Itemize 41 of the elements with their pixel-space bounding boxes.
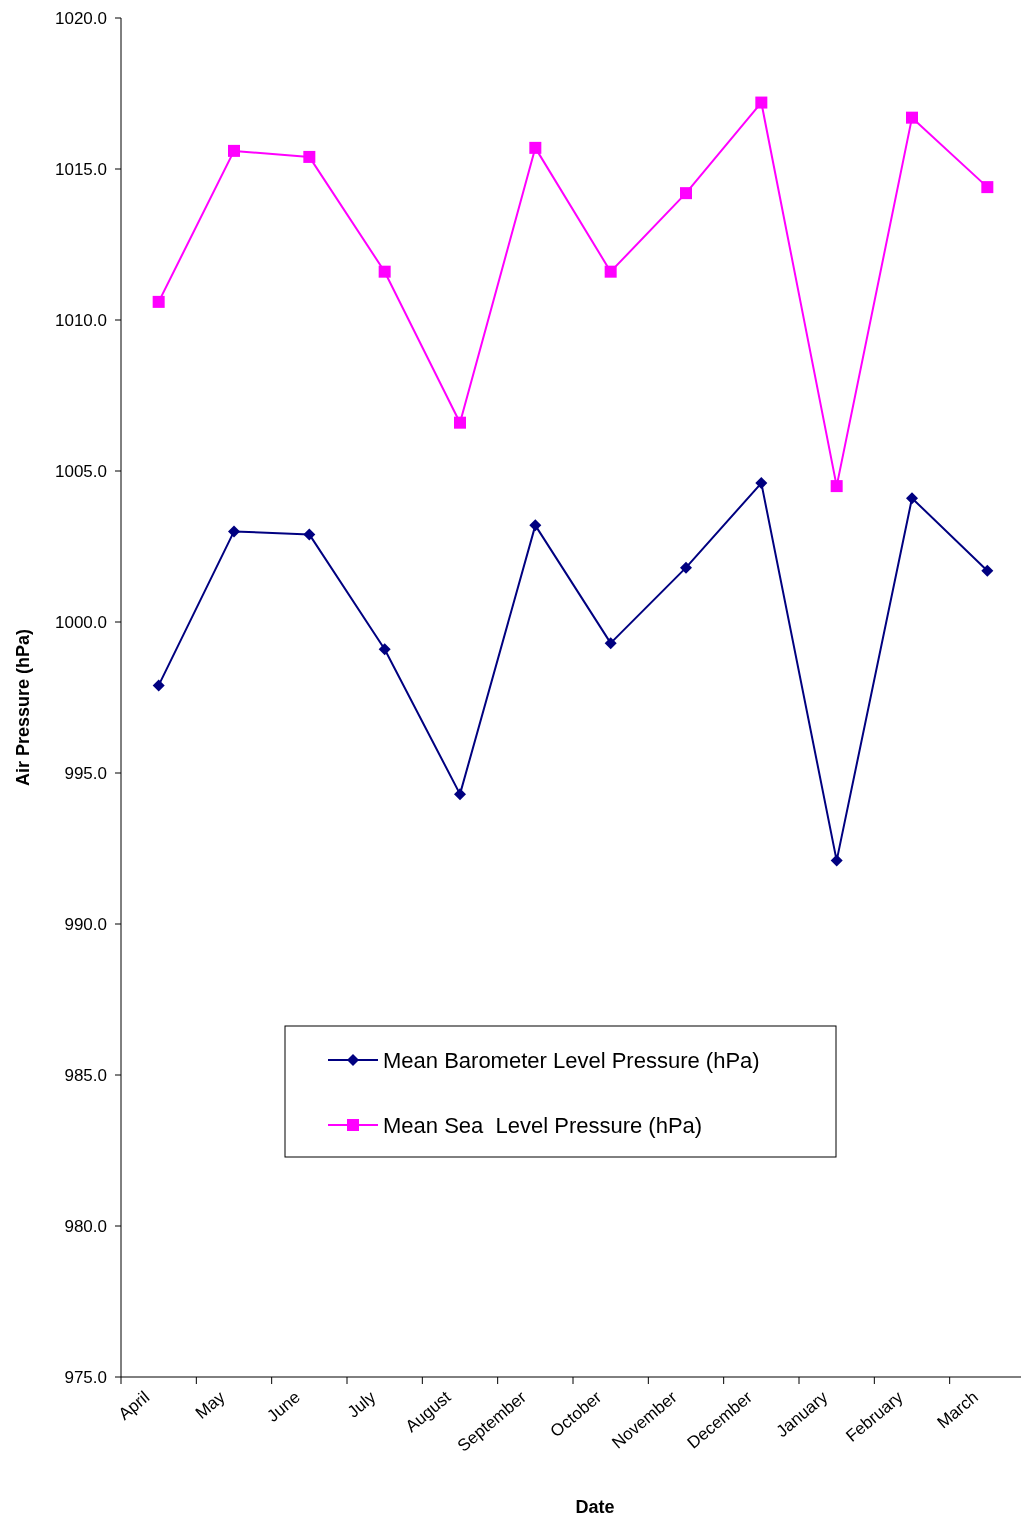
y-tick-label: 990.0 — [64, 914, 107, 934]
point — [303, 528, 316, 541]
y-tick-label: 975.0 — [64, 1367, 107, 1387]
point — [378, 643, 391, 656]
x-tick-label: May — [191, 1387, 229, 1423]
x-tick-label: July — [343, 1387, 380, 1422]
point — [454, 788, 466, 801]
legend-label: Mean Barometer Level Pressure (hPa) — [383, 1047, 760, 1073]
point — [228, 525, 240, 538]
y-axis-title: Air Pressure (hPa) — [13, 628, 33, 787]
point — [303, 150, 316, 163]
point — [680, 187, 692, 200]
point — [906, 492, 918, 505]
legend-label: Mean Sea Level Pressure (hPa) — [383, 1112, 703, 1138]
point — [604, 637, 617, 650]
point — [755, 96, 768, 109]
point — [906, 111, 918, 124]
x-tick-label: June — [263, 1387, 304, 1426]
x-axis-title: Date — [575, 1497, 615, 1517]
y-tick-label: 1020.0 — [55, 8, 107, 28]
point — [529, 141, 542, 154]
point — [981, 181, 994, 194]
point — [680, 561, 692, 574]
y-tick-label: 980.0 — [64, 1216, 107, 1236]
y-tick-label: 995.0 — [64, 763, 107, 783]
y-tick-label: 1005.0 — [55, 461, 107, 481]
point — [830, 480, 843, 493]
point — [454, 416, 466, 429]
point — [378, 265, 391, 278]
y-tick-label: 1000.0 — [55, 612, 107, 632]
point — [152, 295, 165, 308]
y-tick-label: 1010.0 — [55, 310, 107, 330]
y-tick-label: 1015.0 — [55, 159, 107, 179]
point — [529, 519, 542, 532]
point — [604, 265, 617, 278]
point — [152, 679, 165, 692]
y-tick-label: 985.0 — [64, 1065, 107, 1085]
point — [755, 477, 768, 490]
point — [228, 144, 240, 157]
point — [830, 854, 843, 867]
point — [981, 564, 994, 577]
